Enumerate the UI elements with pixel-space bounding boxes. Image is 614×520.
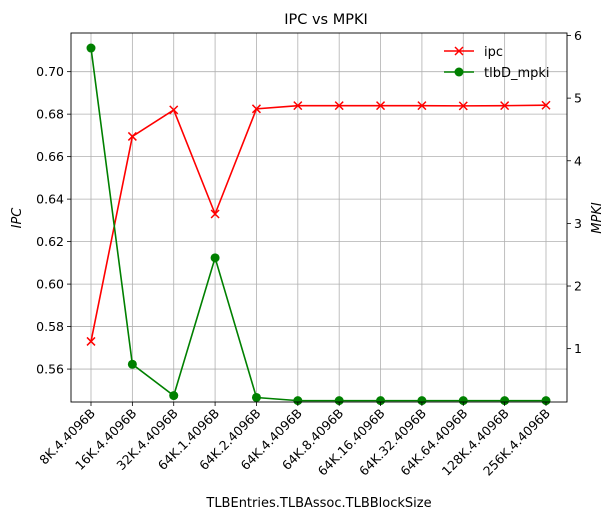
legend-ipc-label: ipc bbox=[484, 45, 503, 60]
data-point-ipc bbox=[86, 336, 96, 346]
grid bbox=[71, 33, 567, 402]
data-point-ipc bbox=[169, 105, 179, 115]
data-point-tlbD_mpki bbox=[541, 396, 551, 406]
data-point-ipc bbox=[417, 101, 427, 111]
y-left-tick-label: 0.70 bbox=[36, 64, 64, 79]
data-point-tlbD_mpki bbox=[169, 391, 179, 401]
plot-frame bbox=[70, 32, 568, 403]
data-point-tlbD_mpki bbox=[376, 396, 386, 406]
y-right-tick-label: 3 bbox=[574, 216, 582, 231]
series-layer bbox=[86, 43, 551, 406]
series-line-ipc bbox=[90, 104, 547, 342]
y-left-tick-label: 0.64 bbox=[36, 192, 64, 207]
data-point-tlbD_mpki bbox=[417, 396, 427, 406]
data-point-tlbD_mpki bbox=[127, 359, 137, 369]
data-point-ipc bbox=[458, 101, 468, 111]
data-point-tlbD_mpki bbox=[334, 396, 344, 406]
data-point-ipc bbox=[500, 101, 510, 111]
data-point-tlbD_mpki bbox=[251, 392, 261, 402]
y-left-tick-label: 0.60 bbox=[36, 277, 64, 292]
data-point-tlbD_mpki bbox=[210, 253, 220, 263]
chart-title: IPC vs MPKI bbox=[284, 12, 368, 28]
data-point-ipc bbox=[210, 209, 220, 219]
y-left-tick-label: 0.66 bbox=[36, 149, 64, 164]
series-line-tlbD_mpki bbox=[90, 47, 546, 402]
data-point-tlbD_mpki bbox=[500, 396, 510, 406]
x-axis-label: TLBEntries.TLBAssoc.TLBBlockSize bbox=[205, 496, 431, 511]
y-right-tick-label: 2 bbox=[574, 279, 582, 294]
data-point-ipc bbox=[127, 131, 137, 141]
legend-mpki-label: tlbD_mpki bbox=[484, 66, 550, 81]
y-axis-label-right: MPKI bbox=[590, 202, 605, 234]
data-point-ipc bbox=[334, 101, 344, 111]
plot-background bbox=[71, 33, 567, 402]
y-left-tick-label: 0.62 bbox=[36, 234, 64, 249]
legend: ipc tlbD_mpki bbox=[444, 45, 550, 81]
legend-ipc-marker bbox=[454, 46, 464, 56]
data-point-tlbD_mpki bbox=[86, 43, 96, 53]
data-point-ipc bbox=[376, 101, 386, 111]
y-right-tick-label: 6 bbox=[574, 28, 582, 43]
data-point-tlbD_mpki bbox=[293, 396, 303, 406]
data-point-tlbD_mpki bbox=[458, 396, 468, 406]
data-point-ipc bbox=[293, 101, 303, 111]
y-axis-label-left: IPC bbox=[10, 207, 25, 229]
y-right-tick-label: 4 bbox=[574, 153, 582, 168]
y-left-tick-label: 0.58 bbox=[36, 319, 64, 334]
y-left-tick-label: 0.68 bbox=[36, 107, 64, 122]
legend-mpki-marker bbox=[454, 67, 464, 77]
data-point-ipc bbox=[541, 100, 551, 110]
y-right-tick-label: 1 bbox=[574, 341, 582, 356]
data-point-ipc bbox=[251, 104, 261, 114]
y-left-tick-label: 0.56 bbox=[36, 362, 64, 377]
y-right-tick-label: 5 bbox=[574, 91, 582, 106]
